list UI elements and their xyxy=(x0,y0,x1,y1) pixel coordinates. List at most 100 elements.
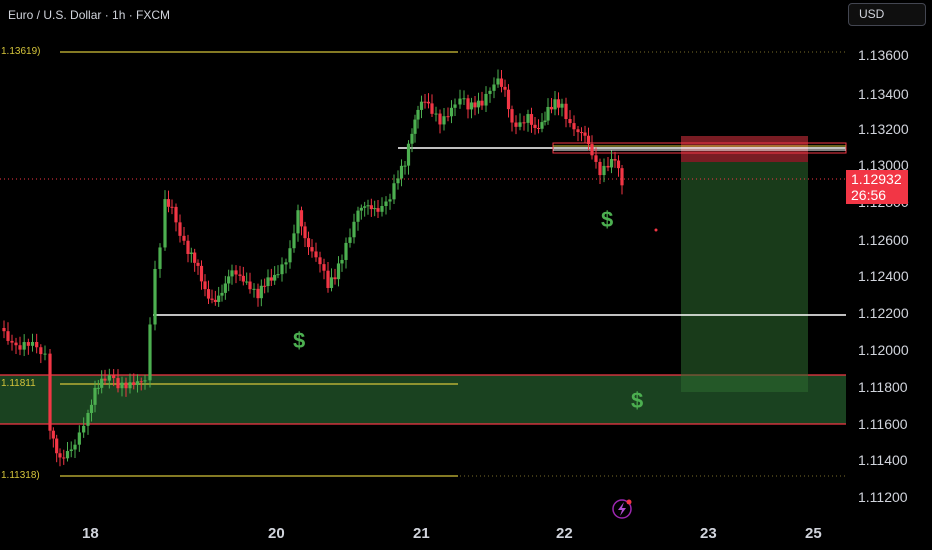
candle-body xyxy=(100,378,104,388)
candle-body xyxy=(96,387,100,389)
candle-body xyxy=(306,238,311,248)
currency-button[interactable]: USD xyxy=(848,3,926,26)
price-label: 1.12400 xyxy=(858,268,909,284)
candle-body xyxy=(174,206,178,223)
candle-body xyxy=(606,165,610,168)
dollar-marker-1: $ xyxy=(293,328,305,353)
candle-body xyxy=(540,122,544,129)
candle-body xyxy=(153,268,157,325)
candle-body xyxy=(39,347,43,355)
price-label: 1.11800 xyxy=(858,379,908,395)
candle-body xyxy=(252,288,256,290)
candle-body xyxy=(124,382,128,389)
candle-body xyxy=(553,99,557,110)
candle-body xyxy=(438,113,442,125)
candle-body xyxy=(43,353,47,355)
price-label: 1.13400 xyxy=(858,86,909,102)
chart-title: Euro / U.S. Dollar · 1h · FXCM xyxy=(8,8,171,22)
candle-body xyxy=(266,277,270,287)
candle-body xyxy=(103,378,107,381)
candle-body xyxy=(288,248,292,263)
candle-body xyxy=(388,199,392,202)
candle-body xyxy=(546,106,550,121)
candle-body xyxy=(213,299,217,302)
candle-body xyxy=(22,342,26,350)
time-label: 18 xyxy=(82,525,99,542)
candle-body xyxy=(613,159,617,161)
candle-body xyxy=(326,270,330,288)
candle-body xyxy=(166,199,171,207)
candle-body xyxy=(210,298,214,300)
time-label: 20 xyxy=(268,525,285,542)
candle-body xyxy=(564,103,568,120)
candle-body xyxy=(536,127,541,129)
price-axis[interactable]: 1.13600 1.13400 1.13200 1.13000 1.12800 … xyxy=(846,0,932,520)
candle-body xyxy=(329,277,334,288)
candle-body xyxy=(299,210,304,227)
candle-body xyxy=(399,165,404,179)
price-label: 1.11400 xyxy=(858,452,908,468)
candle-body xyxy=(248,281,252,290)
candle-body xyxy=(522,122,526,124)
risk-zone xyxy=(681,136,808,162)
candle-body xyxy=(139,381,143,383)
candle-body xyxy=(86,412,90,426)
candle-body xyxy=(196,262,200,266)
candle-body xyxy=(223,283,227,293)
current-price-value: 1.12932 xyxy=(851,171,902,187)
candle-body xyxy=(598,161,602,176)
candle-body xyxy=(616,160,621,169)
candle-body xyxy=(256,288,260,299)
candle-body xyxy=(303,226,307,239)
candle-body xyxy=(594,155,598,162)
price-label: 1.13000 xyxy=(858,157,909,173)
candle-body xyxy=(284,262,288,265)
dollar-marker-3: $ xyxy=(631,388,643,413)
candlestick-series xyxy=(2,69,624,467)
candle-body xyxy=(496,78,500,85)
price-label: 1.12000 xyxy=(858,342,909,358)
candle-body xyxy=(206,289,211,299)
candle-body xyxy=(273,274,277,281)
stray-dot xyxy=(654,228,658,232)
candle-body xyxy=(340,259,344,264)
time-label: 25 xyxy=(805,525,822,542)
candle-body xyxy=(14,342,18,346)
candle-body xyxy=(518,122,522,127)
candle-body xyxy=(442,116,446,125)
candle-body xyxy=(241,275,245,282)
candle-body xyxy=(234,270,238,275)
candle-body xyxy=(132,382,136,386)
candle-body xyxy=(503,86,507,90)
candle-body xyxy=(348,237,352,243)
candle-body xyxy=(135,381,140,386)
candle-body xyxy=(380,206,384,212)
candle-body xyxy=(55,438,59,454)
candle-body xyxy=(526,114,530,123)
candle-body xyxy=(238,274,242,276)
candle-body xyxy=(35,342,39,348)
candle-body xyxy=(26,342,30,346)
candle-body xyxy=(120,382,124,389)
candle-body xyxy=(143,380,147,382)
candle-body xyxy=(18,345,22,350)
candle-body xyxy=(366,205,370,207)
candle-body xyxy=(376,208,380,212)
candle-body xyxy=(419,101,424,110)
candle-body xyxy=(572,123,576,130)
price-label: 1.12200 xyxy=(858,305,909,321)
candle-body xyxy=(217,295,221,302)
candle-body xyxy=(193,252,197,263)
candle-body xyxy=(449,107,454,117)
candle-body xyxy=(462,98,466,100)
current-price-badge: 1.12932 26:56 xyxy=(846,170,908,204)
candle-body xyxy=(384,201,388,207)
candle-body xyxy=(77,432,81,445)
candle-body xyxy=(89,404,94,413)
candle-body xyxy=(318,257,322,265)
candle-body xyxy=(158,247,162,269)
candle-body xyxy=(336,263,341,280)
candle-body xyxy=(10,340,14,343)
candle-body xyxy=(506,89,511,110)
